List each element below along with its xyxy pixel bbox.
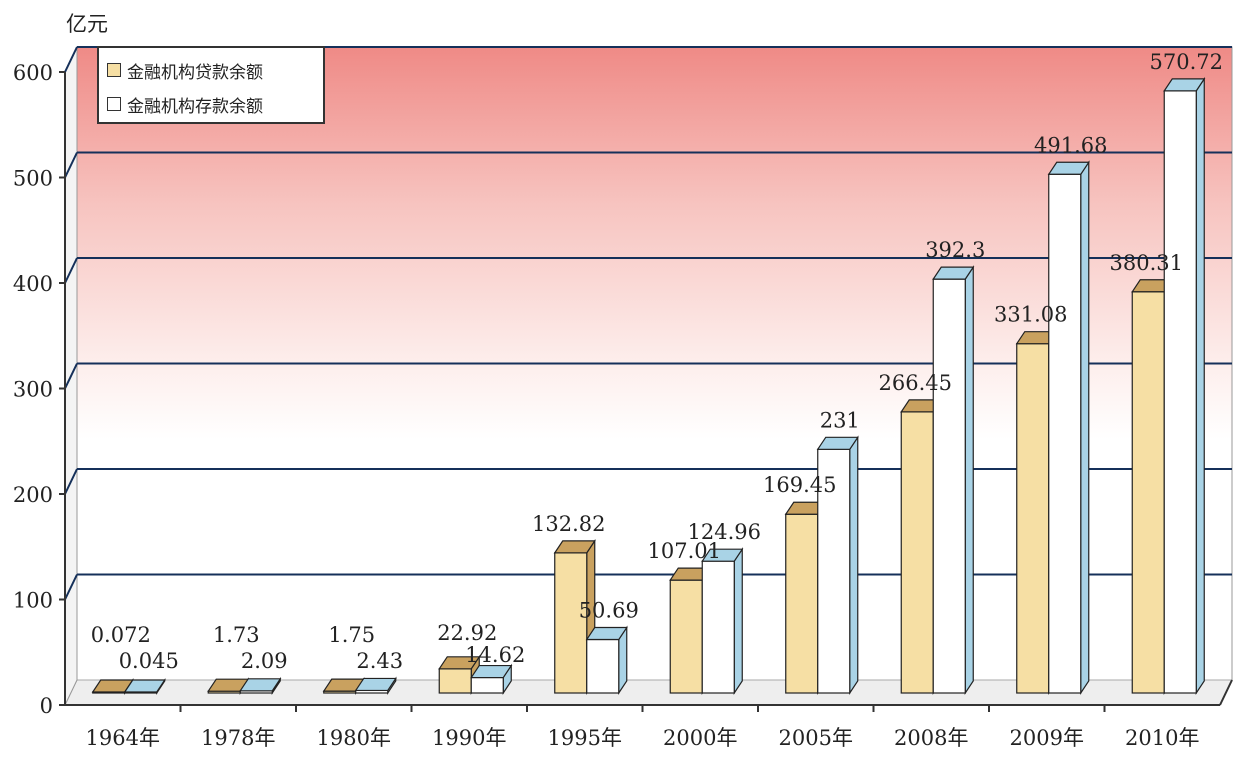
bar-deposits	[701, 560, 735, 694]
data-label-loans: 132.82	[532, 512, 605, 536]
x-tick-label: 2010年	[1125, 726, 1199, 750]
x-tick-label: 2008年	[894, 726, 968, 750]
data-label-deposits: 0.045	[119, 649, 179, 673]
x-tick-label: 1990年	[432, 726, 506, 750]
bar-loans	[669, 579, 703, 694]
x-tick-label: 1964年	[86, 726, 160, 750]
bar-deposits	[1163, 90, 1197, 694]
bar-loans	[554, 552, 588, 694]
gridline-diag	[64, 257, 78, 284]
bar-loans	[785, 513, 819, 694]
y-tick-label: 300	[13, 378, 53, 402]
data-label-deposits: 124.96	[688, 520, 761, 544]
gridline-diag	[64, 363, 78, 389]
y-tick-label: 600	[13, 61, 53, 85]
x-tick-label: 1980年	[317, 726, 391, 750]
bar-deposits	[470, 676, 504, 694]
data-label-deposits: 570.72	[1150, 50, 1223, 74]
bar-deposits	[817, 448, 851, 694]
bar-loans	[1131, 291, 1165, 694]
legend-item-loans: 金融机构贷款余额	[107, 58, 263, 83]
legend-swatch-loans	[107, 63, 121, 77]
data-label-loans: 22.92	[437, 621, 497, 645]
bar-deposits-top	[354, 677, 397, 692]
x-tick-label: 2005年	[779, 726, 853, 750]
y-tick-label: 200	[13, 483, 53, 507]
x-axis-end	[1219, 679, 1233, 706]
data-label-deposits: 231	[820, 408, 860, 432]
x-tick-label: 1995年	[548, 726, 622, 750]
legend-item-deposits: 金融机构存款余额	[107, 92, 263, 117]
gridline-diag	[64, 46, 78, 73]
bar-deposits-top	[470, 664, 513, 679]
data-label-loans: 266.45	[879, 371, 952, 395]
data-label-loans: 169.45	[763, 473, 836, 497]
data-label-loans: 0.072	[91, 623, 151, 647]
bar-deposits-side	[733, 547, 743, 695]
data-label-deposits: 2.09	[241, 649, 288, 673]
bar-deposits-top	[1163, 78, 1206, 92]
bar-deposits-side	[964, 265, 974, 695]
y-tick-label: 100	[13, 589, 53, 613]
data-label-deposits: 2.43	[356, 649, 403, 673]
bar-deposits-top	[932, 266, 975, 280]
gridline-diag	[64, 468, 78, 495]
y-axis-unit-label: 亿元	[66, 12, 108, 36]
bar-loans	[900, 411, 934, 694]
data-label-deposits: 14.62	[465, 643, 525, 667]
bar-loans-top	[553, 540, 596, 554]
y-tick-label: 400	[13, 272, 53, 296]
bar-loans	[438, 668, 472, 694]
gridline-diag	[64, 574, 78, 600]
bar-loans-top	[438, 656, 481, 670]
bar-deposits-side	[849, 435, 859, 695]
legend-swatch-deposits	[107, 97, 121, 111]
data-label-loans: 1.73	[213, 623, 260, 647]
data-label-deposits: 50.69	[579, 599, 639, 623]
data-label-deposits: 392.3	[925, 238, 985, 262]
legend-label-deposits: 金融机构存款余额	[127, 96, 263, 117]
bar-loans	[1016, 343, 1050, 694]
data-label-loans: 331.08	[994, 303, 1067, 327]
data-label-deposits: 491.68	[1034, 133, 1107, 157]
bar-deposits-side	[1080, 160, 1090, 695]
bar-deposits	[586, 638, 620, 694]
x-tick-label: 2000年	[663, 726, 737, 750]
bar-deposits	[1048, 173, 1082, 694]
data-label-loans: 380.31	[1110, 251, 1183, 275]
data-label-loans: 107.01	[648, 539, 721, 563]
bar-deposits-top	[123, 679, 166, 693]
bar-deposits-top	[816, 436, 859, 450]
y-tick-label: 0	[40, 694, 53, 718]
bar-deposits-top	[239, 678, 282, 692]
bar-deposits-top	[701, 548, 744, 562]
bar-deposits	[932, 278, 966, 694]
x-tick-label: 2009年	[1010, 726, 1084, 750]
bar-deposits-side	[1195, 76, 1205, 695]
x-tick-label: 1978年	[201, 726, 275, 750]
bar-deposits-top	[1047, 161, 1090, 175]
legend: 金融机构贷款余额 金融机构存款余额	[97, 46, 325, 124]
legend-label-loans: 金融机构贷款余额	[127, 62, 263, 83]
gridline-diag	[64, 152, 78, 178]
data-label-loans: 1.75	[328, 623, 375, 647]
y-tick-label: 500	[13, 167, 53, 191]
bar-deposits-top	[585, 626, 628, 641]
